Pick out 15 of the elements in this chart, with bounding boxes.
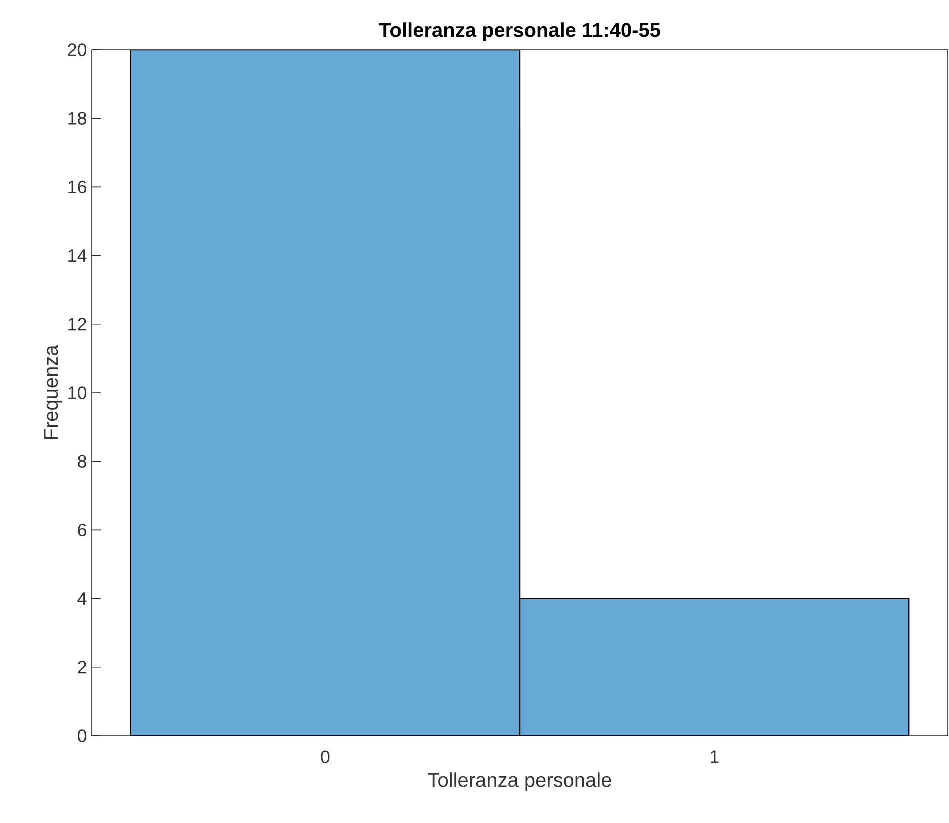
y-tick-label: 18 bbox=[68, 112, 87, 125]
y-tick-label: 2 bbox=[78, 661, 86, 674]
y-tick-label: 12 bbox=[68, 318, 86, 331]
x-axis-title: Tolleranza personale bbox=[428, 772, 612, 792]
y-tick-label: 0 bbox=[78, 730, 87, 742]
y-tick-label: 20 bbox=[68, 44, 87, 56]
y-tick-label: 8 bbox=[78, 455, 87, 468]
y-tick-label: 10 bbox=[68, 386, 87, 400]
y-tick-label: 14 bbox=[68, 250, 87, 262]
y-tick-label: 4 bbox=[78, 592, 87, 605]
y-axis-title: Frequenza bbox=[44, 345, 62, 440]
x-tick-label: 1 bbox=[710, 750, 719, 764]
chart-title: Tolleranza personale 11:40-55 bbox=[379, 22, 660, 42]
y-tick-label: 16 bbox=[68, 180, 87, 194]
y-tick-label: 6 bbox=[78, 524, 87, 537]
